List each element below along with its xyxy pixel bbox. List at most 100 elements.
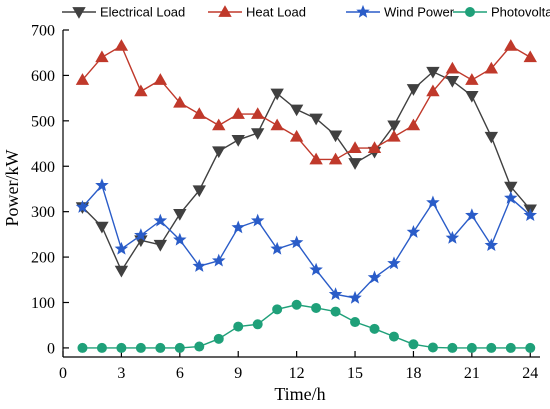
data-point-photovoltaic — [213, 333, 224, 344]
data-point-photovoltaic — [116, 342, 127, 353]
data-point-photovoltaic — [174, 342, 185, 353]
data-point-electrical-load — [231, 135, 245, 147]
data-point-electrical-load — [114, 265, 129, 278]
legend-label: Wind Power — [384, 5, 455, 20]
series-electrical-load — [75, 66, 537, 278]
data-point-electrical-load — [270, 88, 284, 101]
data-point-photovoltaic — [447, 342, 458, 353]
data-point-heat-load — [523, 50, 537, 63]
legend: Electrical Load Heat Load Wind Power Photov… — [62, 5, 550, 20]
x-axis-label: Time/h — [274, 384, 325, 404]
data-point-electrical-load — [406, 84, 421, 96]
data-point-wind-power — [75, 200, 90, 213]
legend-item-photovoltaic: Photovoltaic — [453, 5, 550, 20]
data-point-electrical-load — [484, 131, 499, 144]
data-point-photovoltaic — [369, 323, 380, 334]
data-point-electrical-load — [251, 128, 265, 140]
y-axis-label: Power/kW — [2, 149, 22, 226]
x-tick-label: 6 — [176, 365, 184, 382]
data-point-wind-power — [134, 228, 148, 242]
data-point-wind-power — [231, 220, 245, 234]
data-point-electrical-load — [328, 130, 343, 143]
data-point-photovoltaic — [486, 342, 497, 353]
data-point-wind-power — [95, 178, 109, 192]
data-point-wind-power — [114, 241, 129, 255]
data-point-heat-load — [289, 129, 304, 142]
data-point-wind-power — [328, 287, 343, 301]
data-point-electrical-load — [95, 221, 109, 234]
data-point-heat-load — [95, 50, 109, 63]
data-point-heat-load — [367, 141, 382, 153]
data-point-photovoltaic — [466, 342, 477, 353]
data-point-electrical-load — [465, 90, 479, 103]
data-point-heat-load — [504, 39, 518, 51]
legend-label: Heat Load — [246, 5, 306, 20]
x-tick-label: 0 — [59, 365, 67, 382]
data-point-photovoltaic — [408, 339, 419, 350]
data-point-photovoltaic — [194, 341, 205, 352]
data-point-electrical-load — [348, 158, 362, 170]
data-point-electrical-load — [445, 75, 460, 88]
data-point-electrical-load — [173, 209, 187, 221]
y-ticks: 0 100 200 300 400 500 600 700 — [31, 23, 69, 357]
series-group — [75, 39, 538, 353]
x-tick-label: 18 — [405, 365, 421, 382]
data-point-wind-power — [153, 213, 168, 227]
data-point-heat-load — [114, 39, 129, 51]
y-tick-label: 100 — [31, 295, 55, 312]
data-point-wind-power — [426, 195, 440, 209]
series-wind-power — [75, 178, 538, 304]
legend-marker — [218, 5, 232, 17]
data-point-wind-power — [192, 259, 207, 272]
x-ticks: 0 3 6 9 12 15 18 21 24 — [59, 351, 538, 382]
data-point-heat-load — [212, 118, 226, 131]
data-point-wind-power — [289, 235, 304, 249]
data-point-electrical-load — [192, 185, 206, 198]
y-tick-label: 300 — [31, 204, 55, 221]
data-point-heat-load — [348, 141, 362, 153]
data-point-photovoltaic — [505, 342, 516, 353]
data-point-photovoltaic — [311, 302, 322, 313]
legend-item-wind-power: Wind Power — [346, 5, 455, 20]
legend-item-electrical-load: Electrical Load — [62, 5, 185, 20]
legend-label: Electrical Load — [100, 5, 185, 20]
data-point-electrical-load — [504, 181, 518, 194]
data-point-wind-power — [309, 262, 323, 276]
data-point-photovoltaic — [77, 342, 88, 353]
data-point-heat-load — [309, 152, 323, 165]
data-point-electrical-load — [153, 239, 168, 252]
data-point-photovoltaic — [525, 342, 536, 353]
data-point-photovoltaic — [252, 319, 263, 330]
y-tick-label: 600 — [31, 68, 55, 85]
series-line-photovoltaic — [82, 304, 531, 349]
data-point-photovoltaic — [330, 306, 341, 317]
data-point-electrical-load — [212, 146, 226, 159]
series-heat-load — [75, 39, 537, 165]
x-tick-label: 21 — [464, 365, 480, 382]
y-tick-label: 400 — [31, 159, 55, 176]
data-point-heat-load — [270, 118, 284, 131]
legend-marker — [464, 7, 475, 17]
data-point-electrical-load — [387, 120, 401, 133]
data-point-photovoltaic — [96, 342, 107, 353]
x-tick-label: 3 — [117, 365, 125, 382]
data-point-wind-power — [504, 190, 518, 204]
y-tick-label: 500 — [31, 113, 55, 130]
y-tick-label: 0 — [47, 340, 55, 357]
data-point-wind-power — [212, 253, 226, 267]
series-line-heat-load — [81, 44, 531, 161]
data-point-electrical-load — [289, 104, 304, 117]
legend-item-heat-load: Heat Load — [208, 5, 306, 20]
data-point-photovoltaic — [350, 317, 361, 328]
legend-marker — [356, 4, 370, 18]
data-point-heat-load — [465, 73, 479, 85]
data-point-photovoltaic — [427, 342, 438, 353]
data-point-photovoltaic — [272, 304, 283, 315]
data-point-heat-load — [75, 73, 90, 85]
data-point-heat-load — [251, 107, 265, 119]
data-point-wind-power — [484, 238, 499, 252]
data-point-photovoltaic — [291, 299, 302, 310]
data-point-heat-load — [134, 84, 148, 97]
data-point-photovoltaic — [388, 331, 399, 342]
